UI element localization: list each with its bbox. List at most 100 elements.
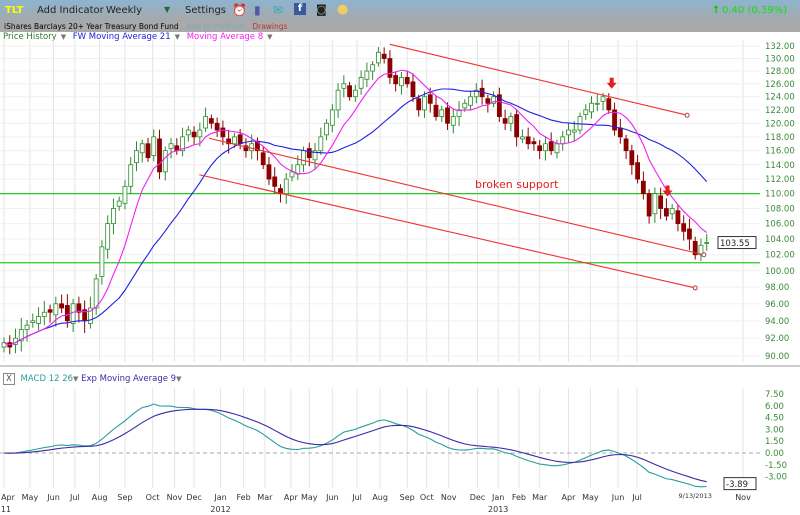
month-label: Aug	[92, 493, 108, 502]
candle	[197, 129, 203, 138]
candle	[312, 150, 318, 161]
chevron-down-icon[interactable]: ▼	[267, 33, 273, 41]
fund-name: iShares Barclays 20+ Year Treasury Bond …	[4, 22, 179, 31]
signal-line	[3, 408, 707, 483]
candle	[612, 109, 617, 131]
macd-tick: -1.50	[765, 461, 787, 471]
price-tick: 104.00	[765, 235, 795, 245]
chevron-down-icon[interactable]: ▼	[174, 33, 181, 41]
last-price: 103.55	[720, 239, 750, 249]
chevron-down-icon[interactable]: ▼	[60, 33, 67, 41]
candle	[134, 150, 139, 164]
drawings-link[interactable]: Drawings	[252, 22, 288, 31]
candle	[704, 242, 710, 244]
month-label: Apr	[1, 493, 16, 502]
month-label: Sep	[400, 493, 415, 502]
candle	[266, 164, 272, 180]
candle	[416, 98, 422, 111]
macd-tick: 7.50	[765, 390, 784, 400]
candle	[185, 129, 191, 136]
price-tick: 128.00	[765, 67, 795, 77]
facebook-icon[interactable]: f	[294, 3, 306, 15]
candle	[635, 162, 640, 180]
candle	[600, 96, 606, 102]
candle	[664, 208, 669, 217]
month-label: Mar	[257, 493, 273, 502]
candle	[450, 116, 456, 126]
month-label: Oct	[146, 493, 160, 502]
twitter-icon[interactable]: ✉	[273, 3, 284, 17]
candle	[387, 58, 393, 78]
candle	[128, 164, 134, 187]
price-tick: 112.00	[765, 175, 795, 185]
month-label: Sep	[117, 493, 132, 502]
legend-macd[interactable]: MACD 12 26	[20, 374, 74, 384]
candle	[646, 193, 652, 217]
candle	[329, 109, 335, 126]
month-label: Apr	[284, 493, 299, 502]
candle	[370, 64, 376, 72]
candle	[220, 127, 226, 138]
legend-price-history[interactable]: Price History	[3, 32, 57, 42]
price-tick: 132.00	[765, 42, 795, 52]
price-tick: 108.00	[765, 205, 795, 215]
candle	[594, 102, 600, 105]
candle	[93, 278, 99, 309]
candle	[237, 134, 243, 145]
candle	[537, 145, 543, 152]
month-label: Nov	[167, 493, 183, 502]
chevron-down-icon[interactable]: ▼	[164, 5, 171, 14]
legend-ema9[interactable]: Exp Moving Average 9	[81, 374, 177, 384]
candle	[491, 96, 497, 104]
candle	[410, 81, 416, 98]
month-label: Dec	[470, 493, 485, 502]
note-icon[interactable]: ●	[337, 2, 349, 17]
candle	[692, 240, 698, 256]
legend-ma8[interactable]: Moving Average 8	[186, 32, 264, 42]
legend-ma21[interactable]: FW Moving Average 21	[72, 32, 171, 42]
month-label: Jan	[491, 493, 504, 502]
candle	[525, 136, 531, 145]
candle	[520, 136, 525, 140]
month-label: Jun	[325, 493, 339, 502]
month-label: May	[22, 493, 39, 502]
month-label: Feb	[512, 493, 526, 502]
price-legend: Price History ▼ FW Moving Average 21 ▼ Mov…	[3, 32, 277, 42]
macd-tick: 1.50	[765, 437, 784, 447]
add-indicator-button[interactable]: Add Indicator	[37, 5, 104, 16]
price-tick: 114.00	[765, 161, 795, 171]
candle	[111, 208, 116, 225]
chevron-down-icon[interactable]: ▼	[73, 375, 79, 383]
candle	[560, 136, 566, 145]
month-label: May	[301, 493, 318, 502]
toolbar: TLT Add Indicator Weekly ▼ Settings ⏰ ▮ …	[0, 0, 800, 22]
last-price-box	[717, 236, 757, 250]
trendline-handle	[684, 112, 690, 118]
candle	[324, 122, 329, 136]
book-icon[interactable]: ▮	[254, 3, 261, 17]
candle	[571, 129, 577, 133]
alarm-icon[interactable]: ⏰	[232, 3, 247, 17]
symbol[interactable]: TLT	[5, 5, 24, 16]
camera-icon[interactable]: ◙	[316, 3, 327, 16]
macd-last: -3.89	[726, 480, 748, 490]
candle	[151, 136, 157, 156]
candle	[335, 89, 341, 111]
close-panel-button[interactable]: X	[3, 373, 15, 385]
candle	[531, 141, 537, 145]
candle	[352, 89, 358, 98]
candle	[70, 303, 76, 324]
chevron-down-icon[interactable]: ▼	[176, 375, 182, 383]
broken-support-label: broken support	[475, 178, 559, 191]
candle	[462, 102, 468, 109]
month-label: Jul	[69, 493, 80, 502]
settings-button[interactable]: Settings	[185, 5, 227, 16]
candle	[139, 143, 145, 154]
price-tick: 110.00	[765, 190, 795, 200]
candle	[30, 320, 36, 323]
price-tick: 94.00	[765, 317, 789, 327]
year-label: 2013	[488, 505, 508, 514]
interval-select[interactable]: Weekly	[106, 5, 143, 16]
add-to-portfolio-link[interactable]: Add to Portfolio	[186, 22, 245, 31]
